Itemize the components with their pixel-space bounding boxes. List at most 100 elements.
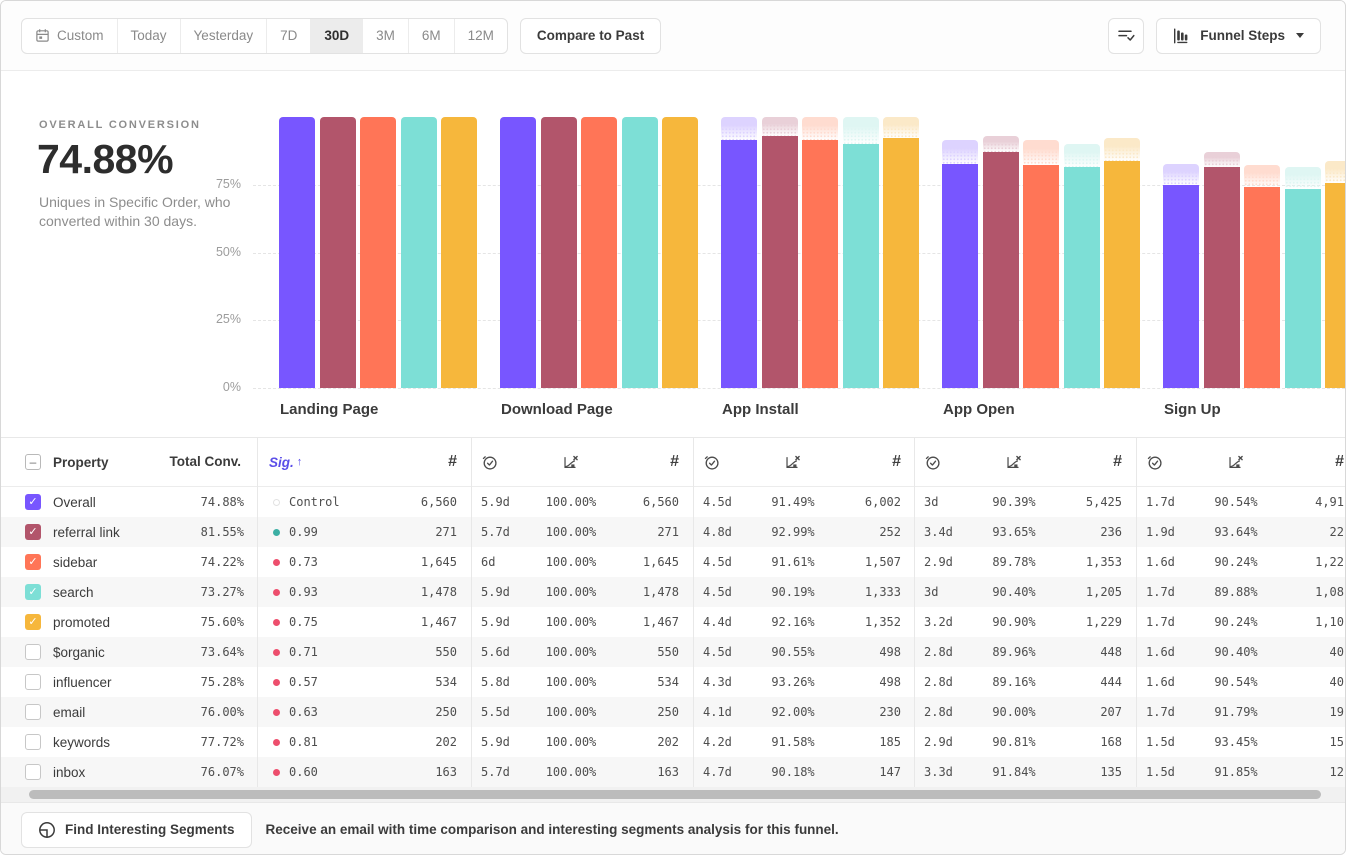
avg-time-header[interactable] xyxy=(481,438,501,486)
funnel-bar-promoted[interactable] xyxy=(662,117,698,388)
funnel-bar-referral-link[interactable] xyxy=(761,135,798,388)
segment-checkbox[interactable]: ✓ xyxy=(25,554,41,570)
conversion-rate-header[interactable] xyxy=(1227,438,1247,486)
funnel-bar-promoted[interactable] xyxy=(1104,160,1140,388)
funnel-bar-Overall[interactable] xyxy=(500,117,536,388)
avg-time-header[interactable] xyxy=(703,438,723,486)
avg-time-value: 6d xyxy=(481,555,496,569)
conversion-rate-value: 90.24% xyxy=(1214,555,1258,569)
table-row: inbox 76.07% 0.60 163 5.7d 100.00% 163 4.7d 90.1… xyxy=(1,757,1345,787)
funnel-bar-referral-link[interactable] xyxy=(982,151,1019,388)
step-count-value: 498 xyxy=(879,675,901,689)
funnel-bar-search[interactable] xyxy=(621,117,658,388)
funnel-bar-sidebar[interactable] xyxy=(802,139,838,388)
avg-time-value: 1.7d xyxy=(1146,615,1175,629)
count-header[interactable]: # xyxy=(1113,453,1122,470)
segment-checkbox[interactable] xyxy=(25,704,41,720)
funnel-bar-sidebar[interactable] xyxy=(1244,186,1280,388)
step-label: App Install xyxy=(722,401,799,418)
funnel-bar-sidebar[interactable] xyxy=(360,117,396,388)
horizontal-scrollbar-thumb[interactable] xyxy=(29,790,1321,799)
step-count-value: 135 xyxy=(1100,765,1122,779)
funnel-bar-Overall[interactable] xyxy=(942,163,978,388)
date-range-custom[interactable]: Custom xyxy=(22,18,118,53)
entry-count: 250 xyxy=(435,705,457,719)
segment-checkbox[interactable]: ✓ xyxy=(25,614,41,630)
date-range-yesterday[interactable]: Yesterday xyxy=(181,18,268,53)
step-count-value: 6,560 xyxy=(642,495,679,509)
segment-checkbox[interactable]: ✓ xyxy=(25,584,41,600)
funnel-bar-search[interactable] xyxy=(400,117,437,388)
funnel-bar-promoted[interactable] xyxy=(883,138,919,388)
row-checkbox-cell xyxy=(25,727,41,757)
segment-checkbox[interactable] xyxy=(25,644,41,660)
entry-count: 550 xyxy=(435,645,457,659)
table-row: ✓ sidebar 74.22% 0.73 1,645 6d 100.00% 1,645 4.5… xyxy=(1,547,1345,577)
avg-time-value: 3d xyxy=(924,585,939,599)
segment-checkbox[interactable] xyxy=(25,674,41,690)
step-count-value: 250 xyxy=(657,705,679,719)
table-row: ✓ referral link 81.55% 0.99 271 5.7d 100.00% 27… xyxy=(1,517,1345,547)
step-label: Landing Page xyxy=(280,401,379,418)
significance-dot-icon xyxy=(273,678,280,686)
table-row: influencer 75.28% 0.57 534 5.8d 100.00% 534 4.3… xyxy=(1,667,1345,697)
avg-time-value: 3.4d xyxy=(924,525,953,539)
step-label: Download Page xyxy=(501,401,613,418)
funnel-bar-sidebar[interactable] xyxy=(581,117,617,388)
funnel-bar-search[interactable] xyxy=(1284,189,1321,388)
funnel-bar-promoted[interactable] xyxy=(1325,183,1345,388)
funnel-bar-Overall[interactable] xyxy=(1163,185,1199,388)
conversion-rate-header[interactable] xyxy=(1005,438,1025,486)
count-header[interactable]: # xyxy=(670,453,679,470)
significance-dot-icon xyxy=(273,498,280,506)
list-check-icon xyxy=(1117,28,1135,43)
sig-header[interactable]: Sig. ↑ xyxy=(269,454,303,470)
date-range-30d[interactable]: 30D xyxy=(311,18,364,53)
funnel-bar-loss-sidebar xyxy=(1244,165,1280,187)
funnel-bar-loss-search xyxy=(1063,143,1100,168)
row-checkbox-cell: ✓ xyxy=(25,547,41,577)
date-range-3m[interactable]: 3M xyxy=(363,18,409,53)
segment-checkbox[interactable] xyxy=(25,734,41,750)
conversion-rate-value: 100.00% xyxy=(545,675,597,689)
avg-time-header[interactable] xyxy=(924,438,944,486)
conversion-rate-header[interactable] xyxy=(784,438,804,486)
entry-count: 163 xyxy=(435,765,457,779)
avg-time-value: 1.5d xyxy=(1146,735,1175,749)
count-header[interactable]: # xyxy=(1335,453,1344,470)
find-interesting-segments-button[interactable]: Find Interesting Segments xyxy=(21,811,252,848)
total-conversion-value: 74.88% xyxy=(200,495,244,509)
edit-columns-button[interactable] xyxy=(1108,17,1145,54)
compare-to-past-button[interactable]: Compare to Past xyxy=(519,17,662,54)
funnel-bar-search[interactable] xyxy=(1063,167,1100,388)
funnel-bar-loss-Overall xyxy=(942,140,978,164)
significance-dot-icon xyxy=(273,738,280,746)
segment-checkbox[interactable] xyxy=(25,764,41,780)
select-all-checkbox[interactable]: – xyxy=(25,454,41,470)
date-range-12m[interactable]: 12M xyxy=(455,19,507,53)
funnel-bar-sidebar[interactable] xyxy=(1023,165,1059,388)
conversion-rate-header[interactable] xyxy=(562,438,582,486)
funnel-bar-Overall[interactable] xyxy=(279,117,315,388)
funnel-bar-referral-link[interactable] xyxy=(1203,166,1240,388)
conversion-rate-value: 93.64% xyxy=(1214,525,1258,539)
date-range-7d[interactable]: 7D xyxy=(267,18,312,53)
view-mode-dropdown[interactable]: Funnel Steps xyxy=(1156,17,1321,54)
avg-time-header[interactable] xyxy=(1146,438,1166,486)
date-range-today[interactable]: Today xyxy=(118,18,181,53)
funnel-bar-promoted[interactable] xyxy=(441,117,477,388)
funnel-bar-search[interactable] xyxy=(842,143,879,388)
date-range-6m[interactable]: 6M xyxy=(409,18,455,53)
funnel-bar-referral-link[interactable] xyxy=(319,117,356,388)
funnel-bar-Overall[interactable] xyxy=(721,140,757,388)
count-header[interactable]: # xyxy=(448,453,457,470)
count-header[interactable]: # xyxy=(892,453,901,470)
table-header: – Property Total Conv. Sig. ↑ # # # # # xyxy=(1,437,1345,487)
conversion-rate-value: 90.00% xyxy=(992,705,1036,719)
segment-checkbox[interactable]: ✓ xyxy=(25,524,41,540)
segment-checkbox[interactable]: ✓ xyxy=(25,494,41,510)
step-count-value: 207 xyxy=(1100,705,1122,719)
funnel-bar-referral-link[interactable] xyxy=(540,117,577,388)
step-count-value: 15 xyxy=(1329,735,1344,749)
conversion-rate-value: 90.54% xyxy=(1214,495,1258,509)
